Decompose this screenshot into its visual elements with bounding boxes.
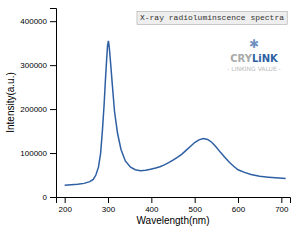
y-axis-label: Intensity(a.u.) (5, 72, 16, 133)
x-tick-mark (151, 197, 152, 203)
y-tick-mark (50, 197, 56, 198)
logo: ✱ CRYLiNK- LINKING VALUE - (227, 37, 281, 72)
marks (65, 41, 286, 185)
y-tick-label: 100000 (20, 149, 47, 158)
x-tick-label: 700 (275, 205, 289, 214)
y-tick-mark (50, 65, 56, 66)
y-axis-line (50, 9, 57, 198)
x-tick-mark (108, 197, 109, 203)
logo-part: NK (262, 53, 279, 64)
logo-part: CRY (230, 53, 252, 64)
y-tick-label: 200000 (20, 105, 47, 114)
y-tick: 200000 (20, 105, 56, 114)
logo-word: CRYLiNK (230, 53, 279, 64)
x-axis-label: Wavelength(nm) (137, 215, 210, 226)
y-tick: 100000 (20, 149, 56, 158)
x-tick: 400 (145, 197, 159, 214)
x-axis-line (57, 198, 291, 204)
x-tick-label: 600 (232, 205, 246, 214)
title: X-ray radioluminscence spectra (140, 13, 284, 22)
x-tick: 300 (102, 197, 116, 214)
y-tick: 300000 (20, 61, 56, 70)
plot-area: 200 300 400 500 600 700 0 100000 200000 300000 400… (20, 9, 290, 214)
x-tick-label: 500 (188, 205, 202, 214)
spectrum-line (65, 41, 286, 185)
y-tick-label: 0 (43, 193, 48, 202)
x-tick-label: 300 (102, 205, 116, 214)
logo-icon: ✱ (249, 37, 259, 51)
y-tick-mark (50, 109, 56, 110)
x-tick: 500 (188, 197, 202, 214)
y-tick-mark (50, 21, 56, 22)
y-axis: 0 100000 200000 300000 400000 (20, 9, 56, 203)
logo-tagline: - LINKING VALUE - (227, 65, 281, 72)
x-tick-label: 400 (145, 205, 159, 214)
x-tick-label: 200 (58, 205, 72, 214)
x-tick: 600 (232, 197, 246, 214)
chart: 200 300 400 500 600 700 0 100000 200000 300000 400… (0, 0, 300, 229)
logo-part: Li (252, 53, 262, 64)
x-tick: 200 (58, 197, 72, 214)
x-axis: 200 300 400 500 600 700 (57, 197, 291, 214)
y-tick: 0 (43, 193, 56, 202)
x-tick-mark (195, 197, 196, 203)
x-tick-mark (65, 197, 66, 203)
y-tick-label: 400000 (20, 17, 47, 26)
y-tick-mark (50, 153, 56, 154)
x-tick: 700 (275, 197, 289, 214)
title-box: X-ray radioluminscence spectra (137, 11, 287, 24)
x-tick-mark (281, 197, 282, 203)
y-tick-label: 300000 (20, 61, 47, 70)
y-tick: 400000 (20, 17, 56, 26)
x-tick-mark (238, 197, 239, 203)
title-box-frame (137, 11, 287, 24)
